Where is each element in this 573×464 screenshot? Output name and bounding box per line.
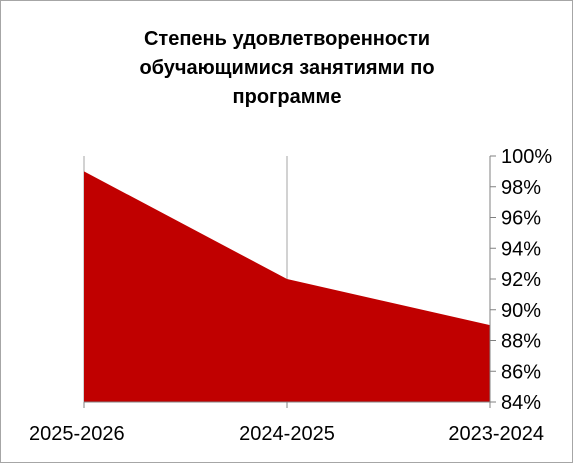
y-tick-label-3: 94% [501,238,541,260]
y-tick-label-6: 88% [501,331,541,353]
y-tick-label-2: 96% [501,208,541,230]
chart-title-line-2: обучающимися занятиями по [139,57,434,79]
area-series [84,171,490,402]
y-tick-label-0: 100% [501,146,552,168]
y-tick-label-8: 84% [501,392,541,414]
y-tick-label-1: 98% [501,177,541,199]
chart-title-line-3: программе [233,86,342,108]
y-tick-label-5: 90% [501,300,541,322]
plot-area: 100% 98% 96% 94% 92% 90% 88% 86% 84% 2025-2026 202… [29,146,552,445]
x-tick-label-0: 2025-2026 [29,423,125,445]
y-tick-label-7: 86% [501,361,541,383]
x-tick-label-1: 2024-2025 [239,423,335,445]
x-tick-label-2: 2023-2024 [448,423,544,445]
y-tick-label-4: 92% [501,269,541,291]
chart-title-line-1: Степень удовлетворенности [144,28,430,50]
